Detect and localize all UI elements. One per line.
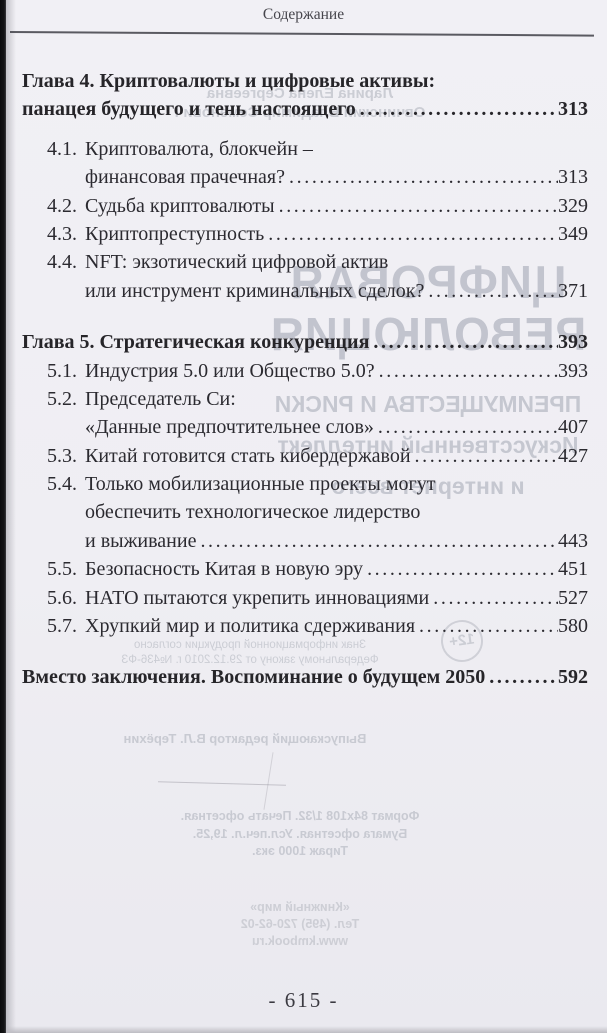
- toc-entry-title: обеспечить технологическое лидерство: [85, 501, 421, 524]
- toc-row: Глава 4. Криптовалюты и цифровые активы:: [22, 70, 588, 98]
- toc-entry-title: Китай готовится стать кибердержавой: [85, 444, 411, 467]
- toc-entry-title: Индустрия 5.0 или Общество 5.0?: [85, 359, 375, 382]
- toc-entry-page: 393: [558, 359, 588, 382]
- toc-row: «Данные предпочтительнее слов» 407: [22, 416, 588, 444]
- bleedthrough-imprint: Формат 84х108 1/32. Печать офсетная. Бума…: [120, 808, 480, 861]
- toc-entry-number: 4.1.: [47, 137, 77, 160]
- toc-row: 5.3. Китай готовится стать кибердержавой…: [22, 445, 588, 473]
- toc-entry-page: 407: [558, 416, 588, 439]
- toc-entry-title: Председатель Си:: [85, 387, 236, 410]
- toc-entry-page: 527: [558, 586, 588, 609]
- bleedthrough-publisher-line: Тел. (495) 720-62-02: [240, 917, 360, 931]
- dot-leader: [199, 530, 558, 553]
- toc-row: 5.4. Только мобилизационные проекты могу…: [22, 473, 588, 501]
- running-header: Содержание: [0, 6, 607, 24]
- bleedthrough-editor-credit: Выпускающий редактор В.Л. Терёхин: [65, 731, 425, 746]
- dot-leader: [377, 416, 558, 439]
- toc-row: 5.6. НАТО пытаются укрепить инновациями …: [22, 587, 588, 615]
- toc-entry-number: 5.6.: [47, 586, 77, 609]
- toc-entry-number: 5.5.: [47, 558, 77, 581]
- toc-entry-title: Глава 4. Криптовалюты и цифровые активы:: [22, 70, 436, 92]
- dot-leader: [366, 558, 558, 581]
- page-number: - 615 -: [268, 988, 339, 1012]
- running-header-title: Содержание: [262, 6, 345, 23]
- toc-row: Вместо заключения. Воспоминание о будуще…: [22, 666, 588, 694]
- toc-entry-page: 443: [558, 529, 588, 552]
- toc-entry-title: или инструмент криминальных сделок?: [85, 279, 425, 302]
- toc-entry-title: Безопасность Китая в новую эру: [85, 558, 364, 581]
- editor-credit-line: Выпускающий редактор В.Л. Терёхин: [123, 731, 367, 746]
- toc-entry-page: 349: [558, 222, 588, 245]
- toc-entry-title: панацея будущего и тень настоящего: [22, 98, 356, 121]
- toc-row: и выживание 443: [22, 530, 588, 558]
- table-of-contents: Глава 4. Криптовалюты и цифровые активы:…: [22, 70, 588, 695]
- toc-row: 4.2. Судьба криптовалюты 329: [22, 195, 588, 223]
- bleedthrough-imprint-line: Тираж 1000 экз.: [252, 844, 348, 858]
- dot-leader: [432, 587, 558, 610]
- toc-entry-number: 5.4.: [47, 473, 77, 496]
- dot-leader: [414, 445, 558, 468]
- toc-entry-page: 313: [558, 98, 588, 121]
- toc-entry-number: 4.4.: [47, 251, 77, 274]
- toc-entry-title: НАТО пытаются укрепить инновациями: [85, 586, 430, 609]
- toc-entry-title: Только мобилизационные проекты могут: [85, 473, 436, 496]
- toc-entry-title: Судьба криптовалюты: [85, 194, 275, 217]
- dot-leader: [267, 223, 558, 246]
- toc-row: 5.1. Индустрия 5.0 или Общество 5.0? 393: [22, 360, 588, 388]
- toc-entry-number: 5.2.: [47, 387, 77, 410]
- toc-row: 4.3. Криптопреступность 349: [22, 223, 588, 251]
- page-left-edge-shadow: [0, 0, 6, 1033]
- dot-leader: [427, 280, 558, 303]
- toc-row: обеспечить технологическое лидерство: [22, 501, 588, 529]
- toc-entry-title: Глава 5. Стратегическая конкуренция: [22, 331, 370, 354]
- toc-entry-title: финансовая прачечная?: [85, 166, 286, 189]
- toc-row: 5.7. Хрупкий мир и политика сдерживания …: [22, 615, 588, 643]
- toc-entry-number: 5.1.: [47, 359, 77, 382]
- toc-entry-page: 427: [558, 444, 588, 467]
- dot-leader: [288, 166, 558, 189]
- toc-row: 4.4. NFT: экзотический цифровой актив: [22, 251, 588, 279]
- toc-entry-number: 5.7.: [47, 615, 77, 638]
- bleedthrough-publisher: «Книжный мир» Тел. (495) 720-62-02 www.kmb…: [120, 899, 480, 950]
- toc-row: 4.1. Криптовалюта, блокчейн –: [22, 138, 588, 166]
- toc-entry-title: Криптовалюта, блокчейн –: [85, 137, 313, 160]
- toc-entry-number: 4.2.: [47, 194, 77, 217]
- dot-leader: [359, 98, 558, 121]
- toc-entry-title: и выживание: [85, 529, 197, 552]
- toc-entry-page: 580: [558, 615, 588, 638]
- toc-entry-number: 5.3.: [47, 444, 77, 467]
- toc-entry-title: Вместо заключения. Воспоминание о будуще…: [22, 666, 486, 689]
- dot-leader: [372, 331, 558, 354]
- toc-entry-title: «Данные предпочтительнее слов»: [85, 416, 374, 439]
- toc-entry-page: 313: [558, 166, 588, 189]
- toc-entry-number: 4.3.: [47, 222, 77, 245]
- page-bottom-edge-shadow: [0, 1026, 607, 1033]
- toc-row: финансовая прачечная? 313: [22, 166, 588, 194]
- toc-entry-title: Криптопреступность: [85, 222, 265, 245]
- toc-row: панацея будущего и тень настоящего 313: [22, 98, 588, 126]
- bleedthrough-imprint-line: Бумага офсетная. Усл.печ.л. 19,25.: [192, 826, 408, 841]
- toc-row: или инструмент криминальных сделок? 371: [22, 280, 588, 308]
- toc-entry-page: 329: [558, 194, 588, 217]
- toc-row: Глава 5. Стратегическая конкуренция 393: [22, 331, 588, 359]
- dot-leader: [418, 615, 558, 638]
- dot-leader: [488, 666, 558, 689]
- toc-entry-page: 371: [558, 279, 588, 302]
- toc-entry-title: Хрупкий мир и политика сдерживания: [85, 615, 416, 638]
- scan-scratch-vertical: [263, 752, 274, 810]
- toc-entry-title: NFT: экзотический цифровой актив: [85, 251, 389, 274]
- toc-row: 5.5. Безопасность Китая в новую эру 451: [22, 558, 588, 586]
- bleedthrough-publisher-line: «Книжный мир»: [250, 900, 350, 914]
- toc-entry-page: 393: [558, 331, 588, 354]
- header-rule: [9, 31, 594, 37]
- toc-entry-page: 451: [558, 558, 588, 581]
- bleedthrough-publisher-line: www.kmbook.ru: [251, 934, 349, 948]
- toc-entry-page: 592: [558, 666, 588, 689]
- toc-row: 5.2. Председатель Си:: [22, 388, 588, 416]
- bleedthrough-imprint-line: Формат 84х108 1/32. Печать офсетная.: [180, 809, 420, 823]
- page-left-edge-soft-shadow: [6, 0, 16, 1033]
- dot-leader: [378, 360, 558, 383]
- dot-leader: [278, 195, 558, 218]
